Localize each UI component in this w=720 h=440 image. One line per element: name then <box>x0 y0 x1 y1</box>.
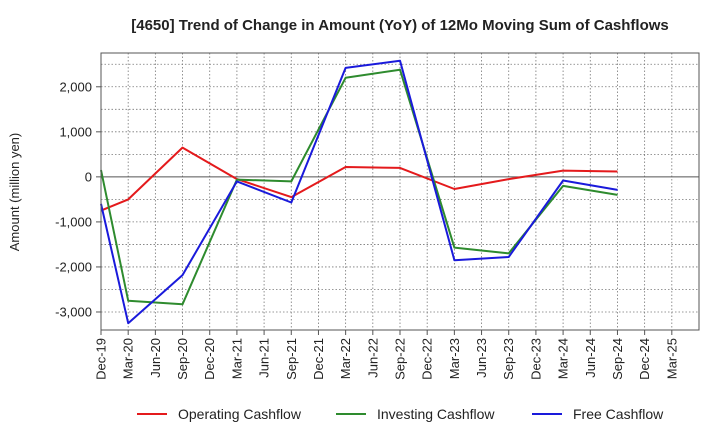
x-tick-label: Mar-25 <box>664 338 679 379</box>
x-tick-label: Jun-22 <box>365 338 380 378</box>
x-tick-label: Dec-24 <box>637 338 652 380</box>
x-tick-label: Sep-23 <box>501 338 516 380</box>
y-tick-label: 0 <box>85 169 92 184</box>
y-tick-label: -1,000 <box>55 214 92 229</box>
x-tick-label: Sep-21 <box>284 338 299 380</box>
y-tick-label: -3,000 <box>55 304 92 319</box>
gridlines <box>101 53 699 330</box>
x-tick-label: Jun-21 <box>257 338 272 378</box>
y-axis-ticks: -3,000 -2,000 -1,000 0 1,000 2,000 <box>55 79 101 319</box>
investing-cashflow-legend-label: Investing Cashflow <box>377 406 495 422</box>
x-tick-label: Mar-23 <box>447 338 462 379</box>
x-tick-label: Dec-23 <box>528 338 543 380</box>
y-tick-label: 1,000 <box>59 124 92 139</box>
x-tick-label: Dec-21 <box>311 338 326 380</box>
x-tick-label: Mar-24 <box>556 338 571 379</box>
chart-title: [4650] Trend of Change in Amount (YoY) o… <box>131 17 669 34</box>
x-tick-label: Sep-24 <box>610 338 625 380</box>
y-tick-label: 2,000 <box>59 79 92 94</box>
y-axis-label: Amount (million yen) <box>7 133 22 252</box>
legend: Operating Cashflow Investing Cashflow Free… <box>137 406 664 422</box>
series-lines <box>100 59 618 325</box>
x-tick-label: Sep-20 <box>175 338 190 380</box>
operating-cashflow-line <box>100 146 618 212</box>
x-tick-label: Jun-24 <box>583 338 598 378</box>
free-cashflow-line <box>100 59 618 325</box>
x-tick-label: Dec-22 <box>420 338 435 380</box>
x-tick-label: Jun-23 <box>474 338 489 378</box>
x-tick-label: Dec-20 <box>202 338 217 380</box>
x-tick-label: Jun-20 <box>148 338 163 378</box>
x-tick-label: Mar-22 <box>338 338 353 379</box>
investing-cashflow-line <box>100 68 618 306</box>
x-tick-label: Mar-20 <box>121 338 136 379</box>
operating-cashflow-legend-label: Operating Cashflow <box>178 406 302 422</box>
x-axis-ticks: Dec-19 Mar-20 Jun-20 Sep-20 Dec-20 Mar-21 Jun-… <box>94 330 679 380</box>
x-tick-label: Sep-22 <box>393 338 408 380</box>
x-tick-label: Dec-19 <box>94 338 109 380</box>
y-tick-label: -2,000 <box>55 259 92 274</box>
free-cashflow-legend-label: Free Cashflow <box>573 406 664 422</box>
x-tick-label: Mar-21 <box>229 338 244 379</box>
